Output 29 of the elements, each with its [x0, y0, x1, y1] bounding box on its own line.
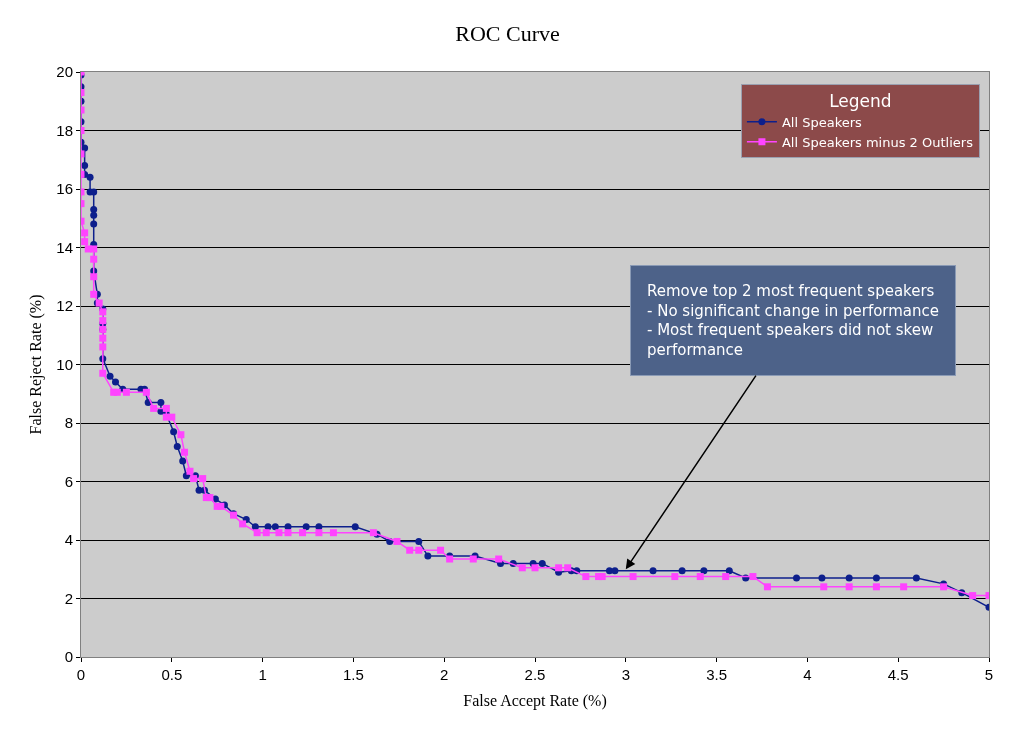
y-tick-label: 20: [56, 63, 73, 81]
y-tick-label: 8: [64, 414, 73, 432]
x-tick-label: 5: [984, 666, 994, 683]
x-tick-label: 1: [258, 666, 267, 683]
legend-title: Legend: [829, 90, 892, 111]
legend-label: All Speakers: [781, 114, 863, 130]
y-tick-label: 10: [56, 355, 73, 373]
y-axis-title: False Reject Rate (%): [27, 294, 46, 435]
y-tick-label: 4: [64, 531, 73, 549]
legend-label: All Speakers minus 2 Outliers: [781, 134, 974, 150]
y-tick-label: 2: [64, 589, 73, 607]
chart-title: ROC Curve: [455, 20, 560, 46]
x-tick-label: 2.5: [524, 666, 546, 683]
x-tick-label: 0.5: [161, 666, 183, 683]
y-tick-label: 12: [56, 297, 73, 315]
x-tick-label: 3: [621, 666, 630, 683]
y-tick-label: 14: [56, 238, 73, 256]
x-tick-label: 4.5: [887, 666, 909, 683]
y-tick-label: 0: [64, 648, 73, 666]
x-tick-label: 1.5: [342, 666, 364, 683]
x-tick-label: 2: [440, 666, 449, 683]
x-axis-title: False Accept Rate (%): [463, 691, 607, 710]
annotation: Remove top 2 most frequent speakers - No significant change in performance - Most frequent speakers did not skew performance: [647, 282, 940, 359]
y-tick-label: 16: [56, 180, 73, 198]
y-tick-label: 18: [56, 121, 73, 139]
x-tick-label: 0: [76, 666, 86, 683]
x-tick-label: 3.5: [706, 666, 728, 683]
y-tick-label: 6: [64, 472, 73, 490]
x-tick-label: 4: [803, 666, 812, 683]
